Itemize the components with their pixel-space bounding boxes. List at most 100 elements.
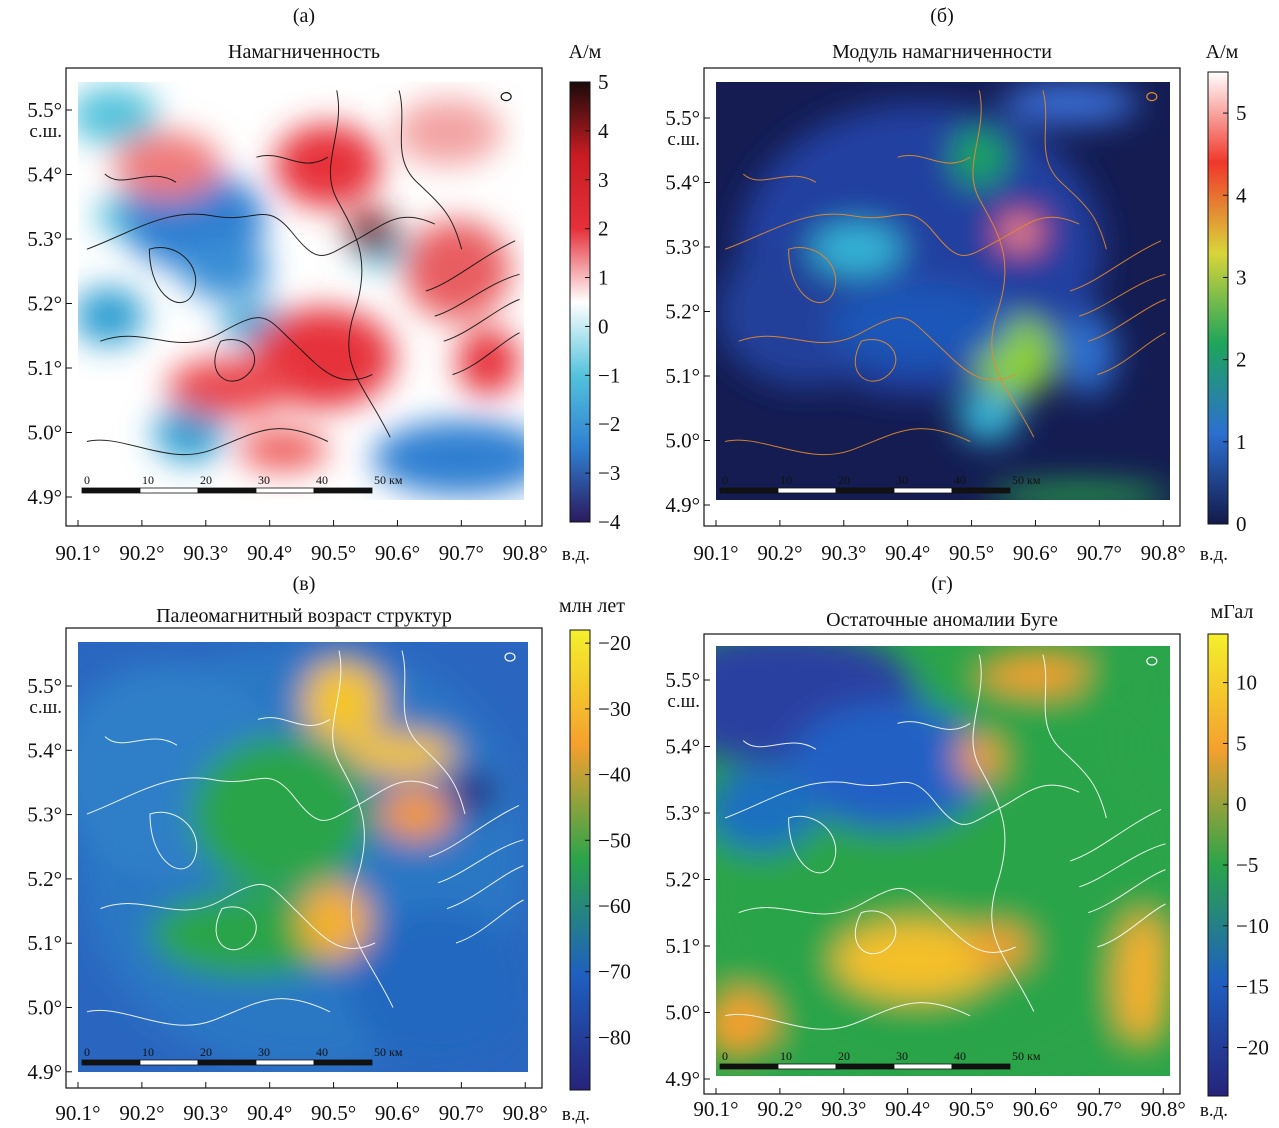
contour-line [452,332,520,376]
lat-tick-label: 5.4° [665,735,700,759]
colorbar-unit: А/м [1206,41,1239,63]
colorbar-tick-label: −60 [598,894,631,918]
colorbar-tick-label: 1 [1236,430,1247,454]
colorbar-unit: А/м [569,41,602,63]
lon-tick-label: 90.5° [949,541,994,565]
lat-tick-label: 5.0° [665,1001,700,1025]
scale-bar-segment [313,487,373,494]
lat-tick-label: 5.3° [27,803,62,827]
lon-tick-label: 90.1° [55,1101,100,1125]
anomaly-blob [829,282,1012,367]
map-panel-2: (б)Модуль намагниченности А/м0 10 20 30 40 50 … [665,5,1247,565]
lon-tick-label: 90.5° [311,541,356,565]
scale-bar-segment [951,1063,1011,1070]
contour-line [437,839,524,884]
lat-tick-label: 4.9° [27,485,62,509]
lon-tick-label: 90.5° [311,1101,356,1125]
lon-unit: в.д. [1200,544,1228,565]
panel-label: (в) [293,573,316,595]
scale-bar-segment [81,487,141,494]
lon-unit: в.д. [562,1104,590,1125]
lat-tick-label: 5.2° [27,292,62,316]
colorbar-unit: мГал [1211,601,1254,623]
colorbar [1207,71,1229,525]
colorbar-tick-label: 1 [598,266,609,290]
anomaly-blob [190,736,371,892]
contour-line [332,650,394,1008]
lat-tick-label: 5.2° [665,300,700,324]
lon-tick-label: 90.2° [757,1097,802,1121]
contour-line [738,887,1016,953]
scale-bar-segment [313,1059,373,1066]
anomaly-blob [180,240,270,300]
lon-tick-label: 90.4° [247,1101,292,1125]
colorbar-tick-label: 2 [1236,348,1247,372]
scale-bar-segment [81,1059,141,1066]
lon-tick-label: 90.4° [885,541,930,565]
scale-bar-segment [197,1059,257,1066]
contour-line [401,650,466,815]
contour-line [724,1002,971,1030]
scale-bar-label: 50 км [374,1045,403,1059]
anomaly-blob [1115,912,1170,1051]
colorbar-tick-label: 4 [598,119,609,143]
anomaly-blob [1011,226,1030,239]
lon-tick-label: 90.4° [885,1097,930,1121]
scale-bar-segment [835,487,895,494]
contour-line [104,173,177,183]
lon-tick-label: 90.6° [375,541,420,565]
contour-line [215,906,257,951]
colorbar-tick-label: −2 [598,412,620,436]
anomaly-field [78,642,528,1072]
scale-bar-label: 20 [838,1049,850,1063]
colorbar-tick-label: 10 [1236,671,1257,695]
scale-bar-label: 0 [84,473,90,487]
lat-tick-label: 5.5° [27,98,62,122]
colorbar-tick-label: −1 [598,363,620,387]
contour-line [100,317,373,381]
anomaly-blob [238,428,328,471]
lat-unit: с.ш. [29,121,62,142]
contour-line [425,240,516,292]
lat-tick-label: 4.9° [665,1067,700,1091]
lon-tick-label: 90.2° [119,541,164,565]
anomaly-blob [348,732,456,776]
anomaly-blob [78,286,145,346]
contour-line [1079,843,1166,888]
contour-line [149,811,198,870]
scale-bar-label: 40 [316,1045,328,1059]
contour-line [504,652,516,662]
contour-line [738,317,1016,381]
panel-title: Палеомагнитный возраст структур [156,605,452,627]
contour-line [1097,903,1166,948]
anomaly-blob [1079,646,1170,741]
lat-unit: с.ш. [667,129,700,150]
panel-label: (г) [931,573,953,595]
anomaly-blob [811,224,903,275]
contour-line [788,247,837,303]
scale-bar-segment [777,1063,837,1070]
lon-tick-label: 90.1° [693,1097,738,1121]
scale-bar-label: 20 [200,1045,212,1059]
scale-bar-label: 20 [838,473,850,487]
anomaly-blob [979,650,1107,694]
colorbar-tick-label: −15 [1236,975,1269,999]
colorbar-tick-label: −70 [598,960,631,984]
scale-bar-segment [893,1063,953,1070]
lat-unit: с.ш. [667,691,700,712]
scale-bar-label: 50 км [1012,1049,1041,1063]
scale-bar-label: 30 [258,473,270,487]
scale-bar-segment [719,487,779,494]
anomaly-blob [274,123,382,208]
scale-bar-segment [835,1063,895,1070]
lat-tick-label: 5.5° [27,674,62,698]
scale-bar-segment [255,1059,315,1066]
anomaly-blob [956,391,1021,442]
contour-line [897,721,971,730]
scale-bar-label: 10 [142,1045,154,1059]
lon-tick-label: 90.3° [821,1097,866,1121]
scale-bar-segment [255,487,315,494]
scale-bar-segment [139,487,199,494]
scale-bar-label: 30 [896,473,908,487]
